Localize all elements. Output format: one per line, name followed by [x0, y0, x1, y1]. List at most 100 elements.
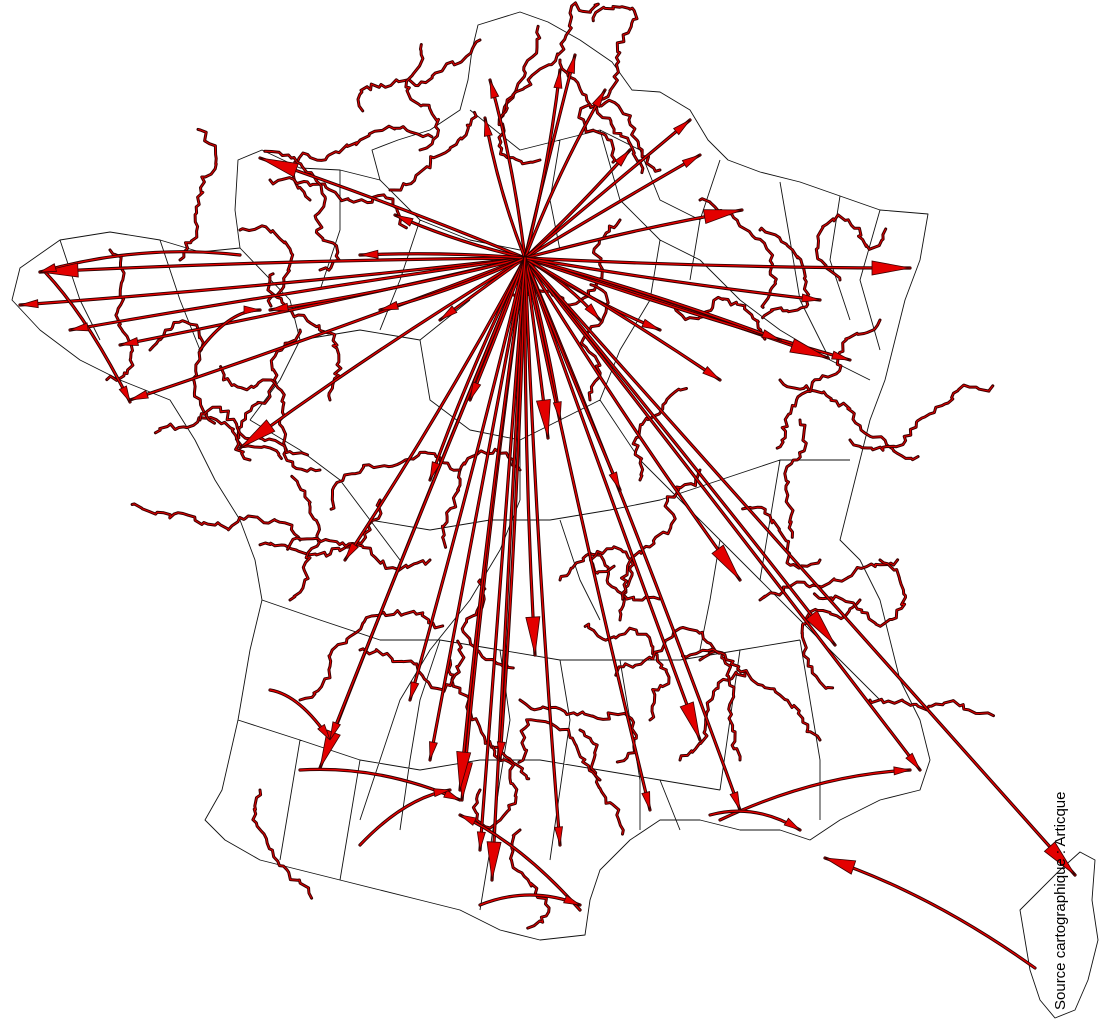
local-flow-squiggle-core [267, 273, 342, 401]
local-flow-squiggle [681, 647, 822, 742]
flow-line-core [524, 257, 781, 341]
local-flow-squiggle-core [264, 150, 341, 271]
local-flow-squiggle-core [179, 128, 217, 261]
flow-arrowhead-icon [535, 398, 551, 439]
flow-arrowhead-icon [552, 401, 562, 421]
local-flow-squiggle [287, 124, 434, 202]
flow-arrowhead-icon [239, 419, 276, 449]
flow-line [43, 270, 132, 404]
flow-line-core [489, 79, 526, 259]
flow-arrowhead-icon [681, 154, 701, 169]
flow-line-core [824, 857, 1036, 969]
flow-arrowhead-icon [269, 302, 289, 312]
flow-line-core [359, 789, 451, 846]
flow-line [198, 308, 262, 352]
local-flow-squiggle-core [579, 729, 624, 835]
local-flow-squiggle-core [759, 227, 810, 319]
local-flow-squiggle-core [357, 39, 481, 112]
local-flow-squiggle-core [659, 296, 766, 340]
local-flow-squiggle [178, 127, 218, 262]
flow-arrowhead-icon [824, 857, 857, 875]
flow-line-core [524, 257, 836, 646]
flow-arrowhead-icon [614, 149, 631, 167]
flow-arrowhead-icon [243, 305, 261, 315]
local-flow-squiggle-core [441, 448, 521, 548]
local-flow-squiggle [388, 110, 478, 192]
flow-line-core [359, 253, 526, 259]
flow-line-core [524, 257, 911, 269]
flow-arrowhead-icon [486, 841, 502, 881]
flow-arrowhead-icon [554, 826, 563, 846]
local-flow-squiggle-core [499, 2, 599, 121]
france-outline [11, 11, 931, 941]
local-flow-squiggle-core [869, 698, 994, 717]
flow-line-core [524, 257, 721, 381]
local-flow-squiggle-core [390, 112, 477, 191]
flow-line-core [491, 257, 526, 881]
flow-line [708, 809, 802, 832]
local-flow-squiggle [583, 622, 671, 722]
flow-line-core [379, 257, 526, 311]
flow-arrowhead-icon [789, 338, 829, 359]
flow-arrowhead-icon [563, 894, 581, 906]
flow-line-core [429, 257, 526, 481]
flow-line-core [269, 689, 331, 741]
flow-line-core [524, 257, 561, 846]
flow-arrowhead-icon [39, 262, 79, 278]
flow-line-core [19, 257, 526, 306]
flow-line-core [39, 257, 526, 273]
flow-arrowhead-icon [129, 389, 149, 401]
local-flow-squiggle-core [518, 719, 601, 781]
flow-arrowhead-icon [69, 322, 89, 332]
local-flow-squiggle-core [106, 249, 134, 381]
department-borders [59, 109, 881, 911]
flow-arrowhead-icon [672, 119, 691, 136]
local-flow-squiggle [775, 318, 882, 450]
flow-arrowhead-icon [608, 471, 621, 491]
flow-arrowhead-icon [433, 788, 451, 798]
local-flow-squiggle [356, 38, 482, 113]
flow-arrowhead-icon [489, 79, 500, 99]
flow-arrowhead-icon [729, 791, 741, 811]
local-flow-squiggle-core [615, 626, 716, 676]
flow-line-core [199, 309, 261, 351]
flow-arrowhead-icon [359, 249, 379, 259]
flow-arrowhead-icon [702, 365, 721, 381]
local-flow-squiggle-core [709, 650, 741, 761]
flow-line-core [524, 257, 741, 581]
flow-line-core [524, 89, 606, 259]
flow-arrowhead-icon [319, 729, 341, 769]
flow-arrowhead-icon [329, 721, 341, 741]
local-flow-squiggle [848, 383, 995, 452]
department-boundaries [11, 11, 1099, 1019]
local-flow-squiggle-core [239, 225, 294, 307]
flow-arrowhead-icon [409, 681, 420, 701]
local-flow-squiggle-core [814, 559, 907, 627]
local-flow-squiggle [498, 1, 600, 122]
flow-arrowhead-icon [469, 381, 482, 401]
flow-arrowhead-icon [711, 544, 741, 581]
local-flow-squiggle-core [259, 499, 382, 557]
flow-line-core [269, 257, 526, 311]
local-flow-squiggle-core [155, 416, 251, 461]
flow-line-core [39, 251, 241, 273]
flow-arrowhead-icon [476, 831, 486, 851]
flow-line-core [344, 257, 526, 561]
source-caption: Source cartographique : Articque [1052, 791, 1069, 1010]
local-flow-squiggle-core [461, 579, 514, 669]
flow-line [823, 856, 1037, 970]
flow-line-core [524, 119, 691, 259]
local-flow-squiggle [620, 468, 702, 601]
flow-line-core [239, 257, 526, 449]
flow-line-core [459, 257, 526, 791]
flow-arrowhead-icon [801, 293, 821, 303]
flow-line-core [524, 257, 536, 656]
local-flow-squiggle-core [405, 44, 440, 151]
local-flow-squiggle [812, 558, 907, 628]
flow-line-core [479, 257, 526, 851]
flow-arrowhead-icon [344, 542, 359, 561]
flow-line [268, 688, 332, 742]
flow-arrowhead-icon [456, 751, 472, 791]
flow-line-core [524, 257, 651, 811]
